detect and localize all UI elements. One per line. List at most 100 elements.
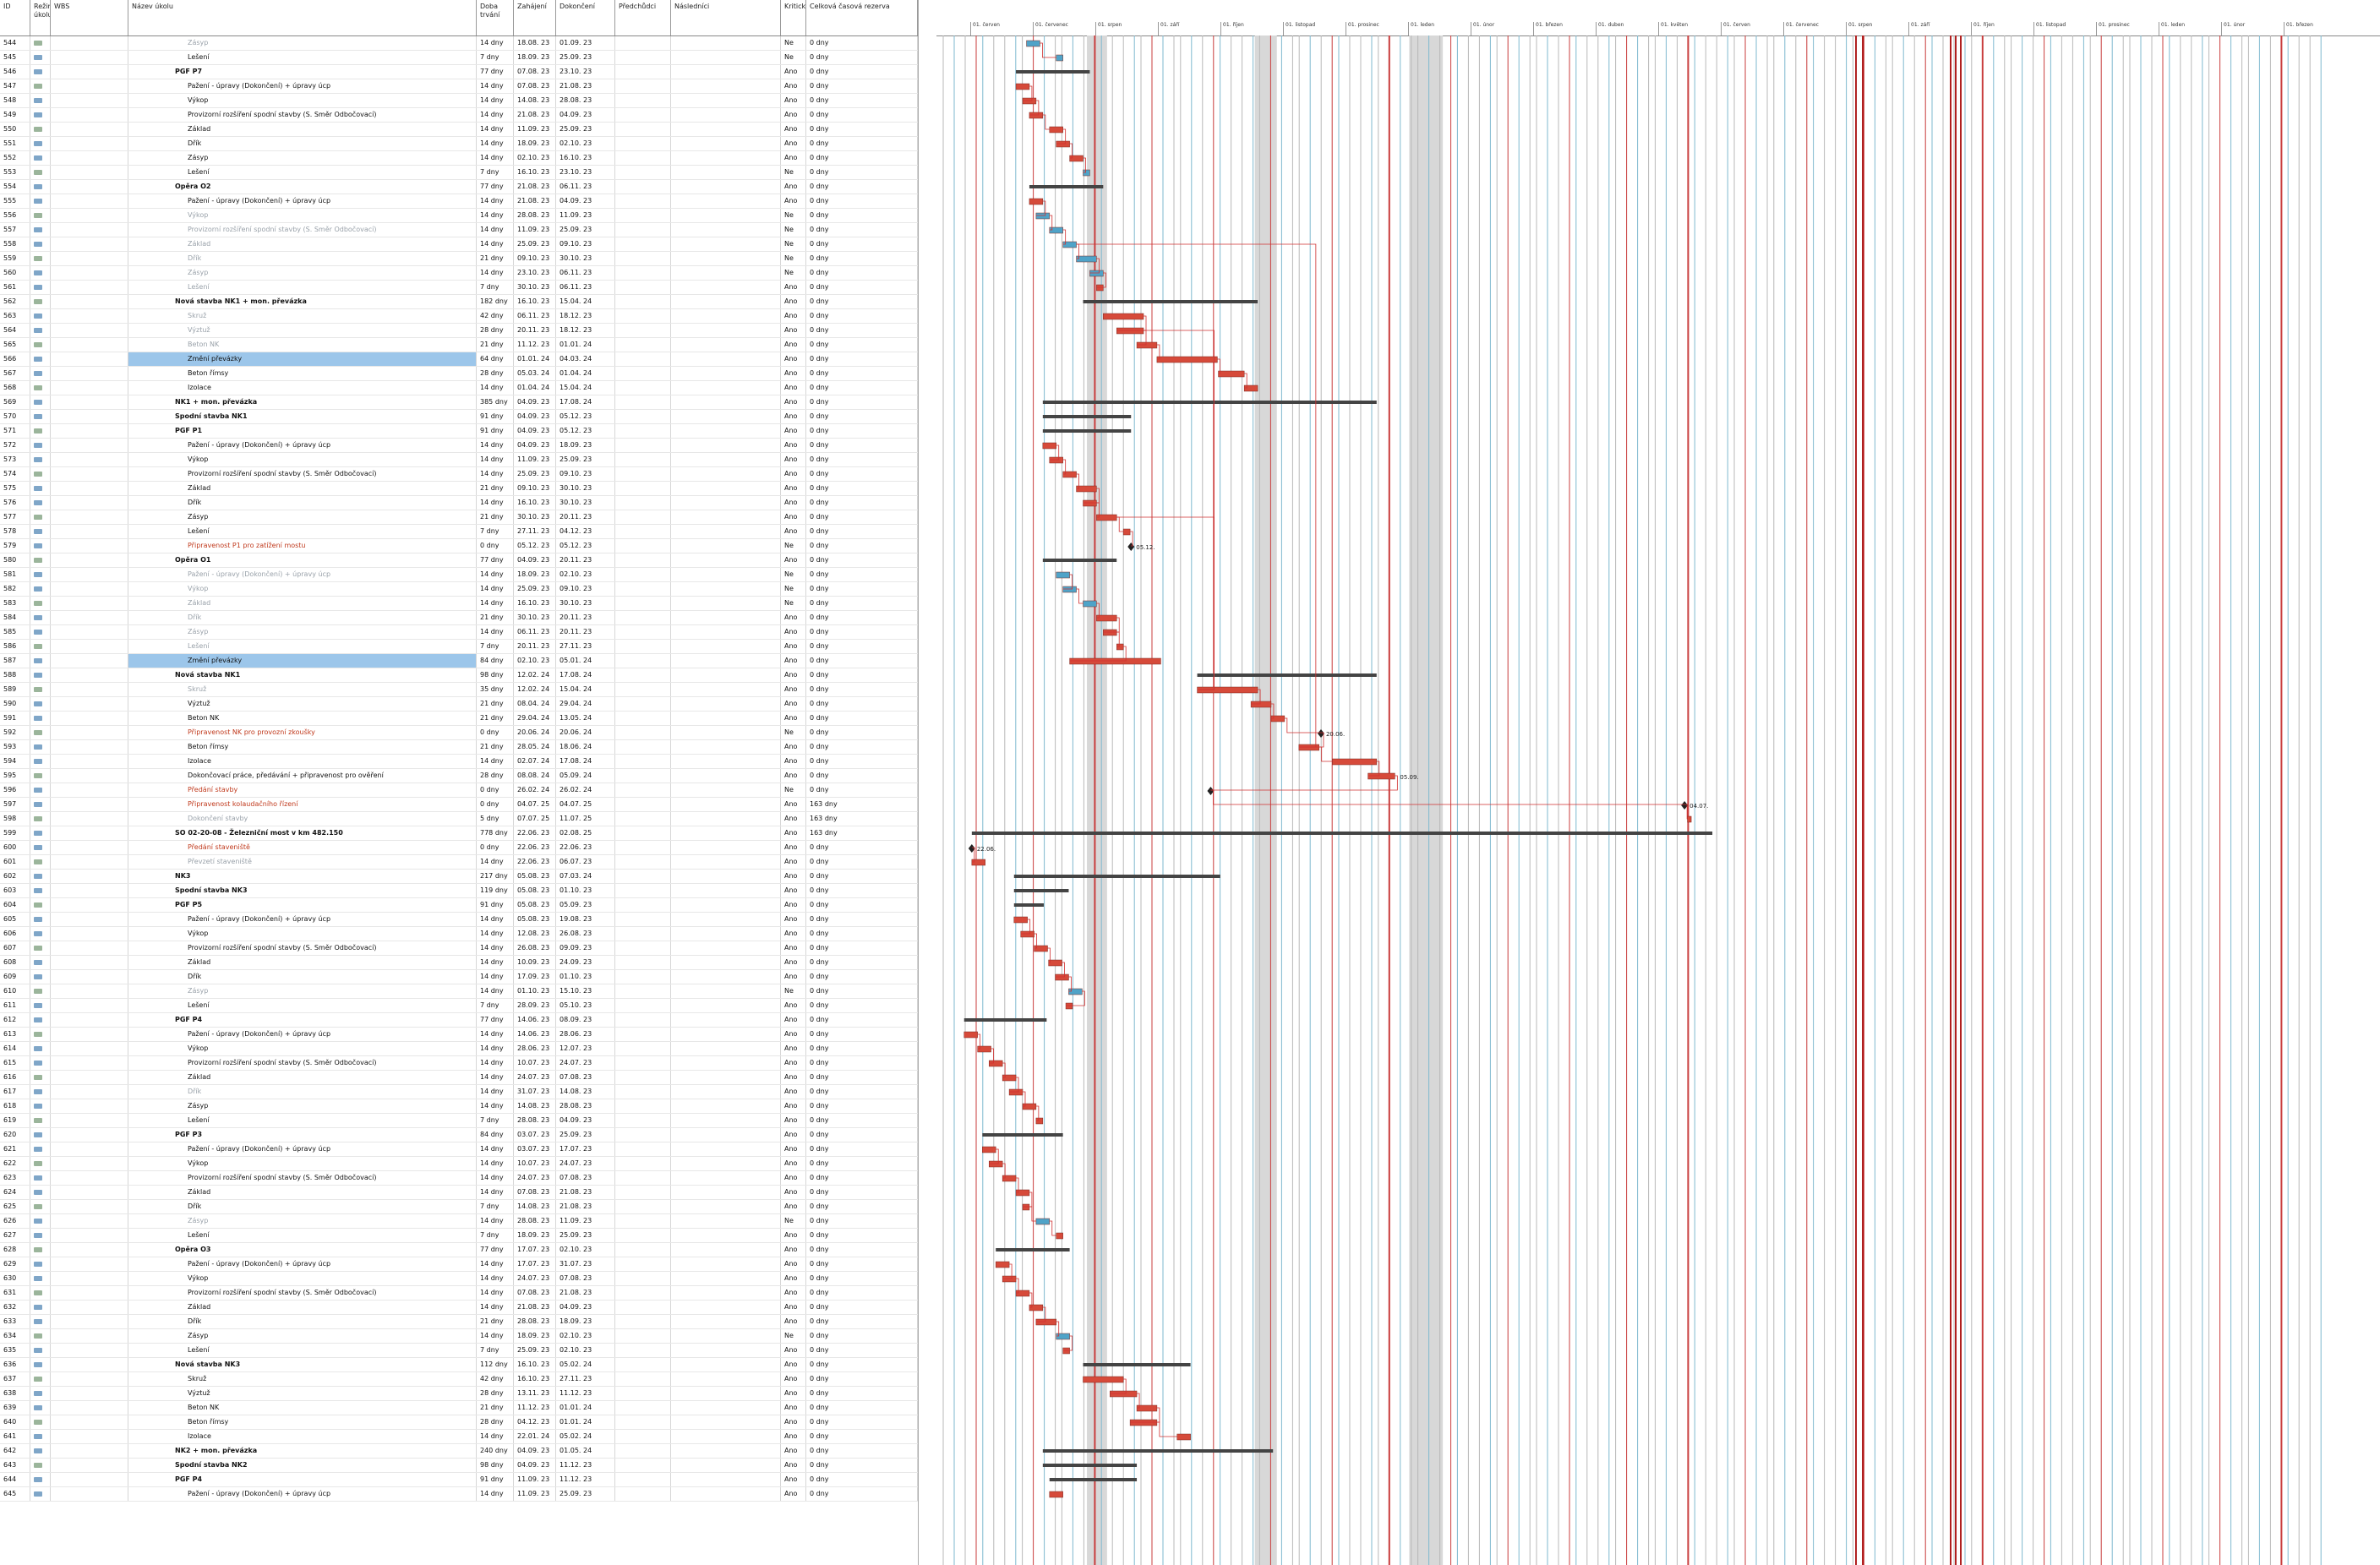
cell-mode[interactable] bbox=[30, 1071, 51, 1084]
cell-finish[interactable]: 18.06. 24 bbox=[556, 740, 615, 754]
cell-id[interactable]: 571 bbox=[0, 424, 30, 438]
cell-mode[interactable] bbox=[30, 1114, 51, 1127]
cell-crit[interactable]: Ano bbox=[781, 769, 806, 782]
cell-start[interactable]: 04.09. 23 bbox=[514, 424, 556, 438]
cell-dur[interactable]: 7 dny bbox=[477, 51, 514, 64]
cell-finish[interactable]: 05.02. 24 bbox=[556, 1430, 615, 1443]
cell-succ[interactable] bbox=[671, 755, 781, 768]
cell-start[interactable]: 05.12. 23 bbox=[514, 539, 556, 553]
cell-pred[interactable] bbox=[615, 1415, 671, 1429]
cell-finish[interactable]: 05.09. 24 bbox=[556, 769, 615, 782]
cell-pred[interactable] bbox=[615, 1243, 671, 1257]
cell-succ[interactable] bbox=[671, 1329, 781, 1343]
cell-crit[interactable]: Ano bbox=[781, 1171, 806, 1185]
cell-id[interactable]: 587 bbox=[0, 654, 30, 668]
cell-start[interactable]: 24.07. 23 bbox=[514, 1071, 556, 1084]
cell-start[interactable]: 22.01. 24 bbox=[514, 1430, 556, 1443]
cell-mode[interactable] bbox=[30, 410, 51, 423]
cell-pred[interactable] bbox=[615, 956, 671, 969]
cell-slack[interactable]: 0 dny bbox=[806, 395, 918, 409]
cell-dur[interactable]: 7 dny bbox=[477, 640, 514, 653]
cell-wbs[interactable] bbox=[51, 841, 128, 854]
cell-id[interactable]: 598 bbox=[0, 812, 30, 826]
cell-slack[interactable]: 0 dny bbox=[806, 999, 918, 1012]
cell-name[interactable]: Provizorní rozšíření spodní stavby (S. S… bbox=[128, 108, 477, 122]
cell-name[interactable]: Základ bbox=[128, 237, 477, 251]
cell-finish[interactable]: 01.05. 24 bbox=[556, 1444, 615, 1458]
cell-name[interactable]: Provizorní rozšíření spodní stavby (S. S… bbox=[128, 1056, 477, 1070]
cell-name[interactable]: Připravenost kolaudačního řízení bbox=[128, 798, 477, 811]
cell-dur[interactable]: 28 dny bbox=[477, 1387, 514, 1400]
cell-id[interactable]: 546 bbox=[0, 65, 30, 79]
cell-name[interactable]: Provizorní rozšíření spodní stavby (S. S… bbox=[128, 1171, 477, 1185]
cell-id[interactable]: 566 bbox=[0, 352, 30, 366]
cell-wbs[interactable] bbox=[51, 783, 128, 797]
cell-start[interactable]: 28.09. 23 bbox=[514, 999, 556, 1012]
cell-finish[interactable]: 11.12. 23 bbox=[556, 1387, 615, 1400]
cell-name[interactable]: Beton NK bbox=[128, 338, 477, 352]
cell-name[interactable]: Výkop bbox=[128, 453, 477, 466]
table-row[interactable]: 584 Dřík 21 dny 30.10. 23 20.11. 23 Ano 0 dny bbox=[0, 611, 918, 625]
cell-id[interactable]: 563 bbox=[0, 309, 30, 323]
cell-dur[interactable]: 7 dny bbox=[477, 1114, 514, 1127]
cell-id[interactable]: 554 bbox=[0, 180, 30, 194]
cell-succ[interactable] bbox=[671, 597, 781, 610]
cell-start[interactable]: 30.10. 23 bbox=[514, 281, 556, 294]
cell-succ[interactable] bbox=[671, 539, 781, 553]
cell-name[interactable]: Zásyp bbox=[128, 625, 477, 639]
cell-slack[interactable]: 0 dny bbox=[806, 697, 918, 711]
table-row[interactable]: 558 Základ 14 dny 25.09. 23 09.10. 23 Ne 0 dny bbox=[0, 237, 918, 252]
cell-crit[interactable]: Ano bbox=[781, 1013, 806, 1027]
cell-crit[interactable]: Ano bbox=[781, 338, 806, 352]
cell-name[interactable]: Provizorní rozšíření spodní stavby (S. S… bbox=[128, 941, 477, 955]
cell-id[interactable]: 593 bbox=[0, 740, 30, 754]
cell-crit[interactable]: Ano bbox=[781, 740, 806, 754]
cell-succ[interactable] bbox=[671, 1401, 781, 1415]
cell-wbs[interactable] bbox=[51, 209, 128, 222]
cell-pred[interactable] bbox=[615, 1200, 671, 1213]
cell-crit[interactable]: Ano bbox=[781, 1415, 806, 1429]
cell-name[interactable]: PGF P7 bbox=[128, 65, 477, 79]
cell-finish[interactable]: 18.09. 23 bbox=[556, 1315, 615, 1328]
cell-start[interactable]: 14.06. 23 bbox=[514, 1013, 556, 1027]
cell-slack[interactable]: 0 dny bbox=[806, 137, 918, 150]
cell-wbs[interactable] bbox=[51, 180, 128, 194]
table-row[interactable]: 610 Zásyp 14 dny 01.10. 23 15.10. 23 Ne 0 dny bbox=[0, 984, 918, 999]
cell-name[interactable]: Lešení bbox=[128, 1344, 477, 1357]
cell-pred[interactable] bbox=[615, 870, 671, 883]
cell-crit[interactable]: Ano bbox=[781, 1358, 806, 1371]
cell-wbs[interactable] bbox=[51, 769, 128, 782]
cell-pred[interactable] bbox=[615, 826, 671, 840]
cell-crit[interactable]: Ano bbox=[781, 496, 806, 510]
table-row[interactable]: 622 Výkop 14 dny 10.07. 23 24.07. 23 Ano 0 dny bbox=[0, 1157, 918, 1171]
cell-succ[interactable] bbox=[671, 1056, 781, 1070]
cell-crit[interactable]: Ano bbox=[781, 798, 806, 811]
cell-finish[interactable]: 15.04. 24 bbox=[556, 381, 615, 395]
cell-mode[interactable] bbox=[30, 1243, 51, 1257]
cell-slack[interactable]: 0 dny bbox=[806, 1272, 918, 1285]
cell-id[interactable]: 634 bbox=[0, 1329, 30, 1343]
cell-id[interactable]: 620 bbox=[0, 1128, 30, 1142]
table-row[interactable]: 547 Pažení - úpravy (Dokončení) + úpravy … bbox=[0, 79, 918, 94]
cell-crit[interactable]: Ano bbox=[781, 1487, 806, 1501]
cell-id[interactable]: 599 bbox=[0, 826, 30, 840]
cell-pred[interactable] bbox=[615, 1114, 671, 1127]
cell-mode[interactable] bbox=[30, 884, 51, 897]
cell-finish[interactable]: 09.09. 23 bbox=[556, 941, 615, 955]
cell-mode[interactable] bbox=[30, 510, 51, 524]
cell-finish[interactable]: 11.09. 23 bbox=[556, 209, 615, 222]
cell-id[interactable]: 564 bbox=[0, 324, 30, 337]
cell-id[interactable]: 551 bbox=[0, 137, 30, 150]
cell-mode[interactable] bbox=[30, 1459, 51, 1472]
cell-name[interactable]: Opěra O2 bbox=[128, 180, 477, 194]
cell-slack[interactable]: 0 dny bbox=[806, 683, 918, 696]
cell-start[interactable]: 18.09. 23 bbox=[514, 568, 556, 581]
cell-finish[interactable]: 28.06. 23 bbox=[556, 1028, 615, 1041]
cell-wbs[interactable] bbox=[51, 625, 128, 639]
cell-dur[interactable]: 14 dny bbox=[477, 625, 514, 639]
cell-finish[interactable]: 05.02. 24 bbox=[556, 1358, 615, 1371]
cell-id[interactable]: 627 bbox=[0, 1229, 30, 1242]
cell-slack[interactable]: 0 dny bbox=[806, 209, 918, 222]
cell-finish[interactable]: 02.10. 23 bbox=[556, 1344, 615, 1357]
column-header-pred[interactable]: Předchůdci bbox=[615, 0, 671, 35]
